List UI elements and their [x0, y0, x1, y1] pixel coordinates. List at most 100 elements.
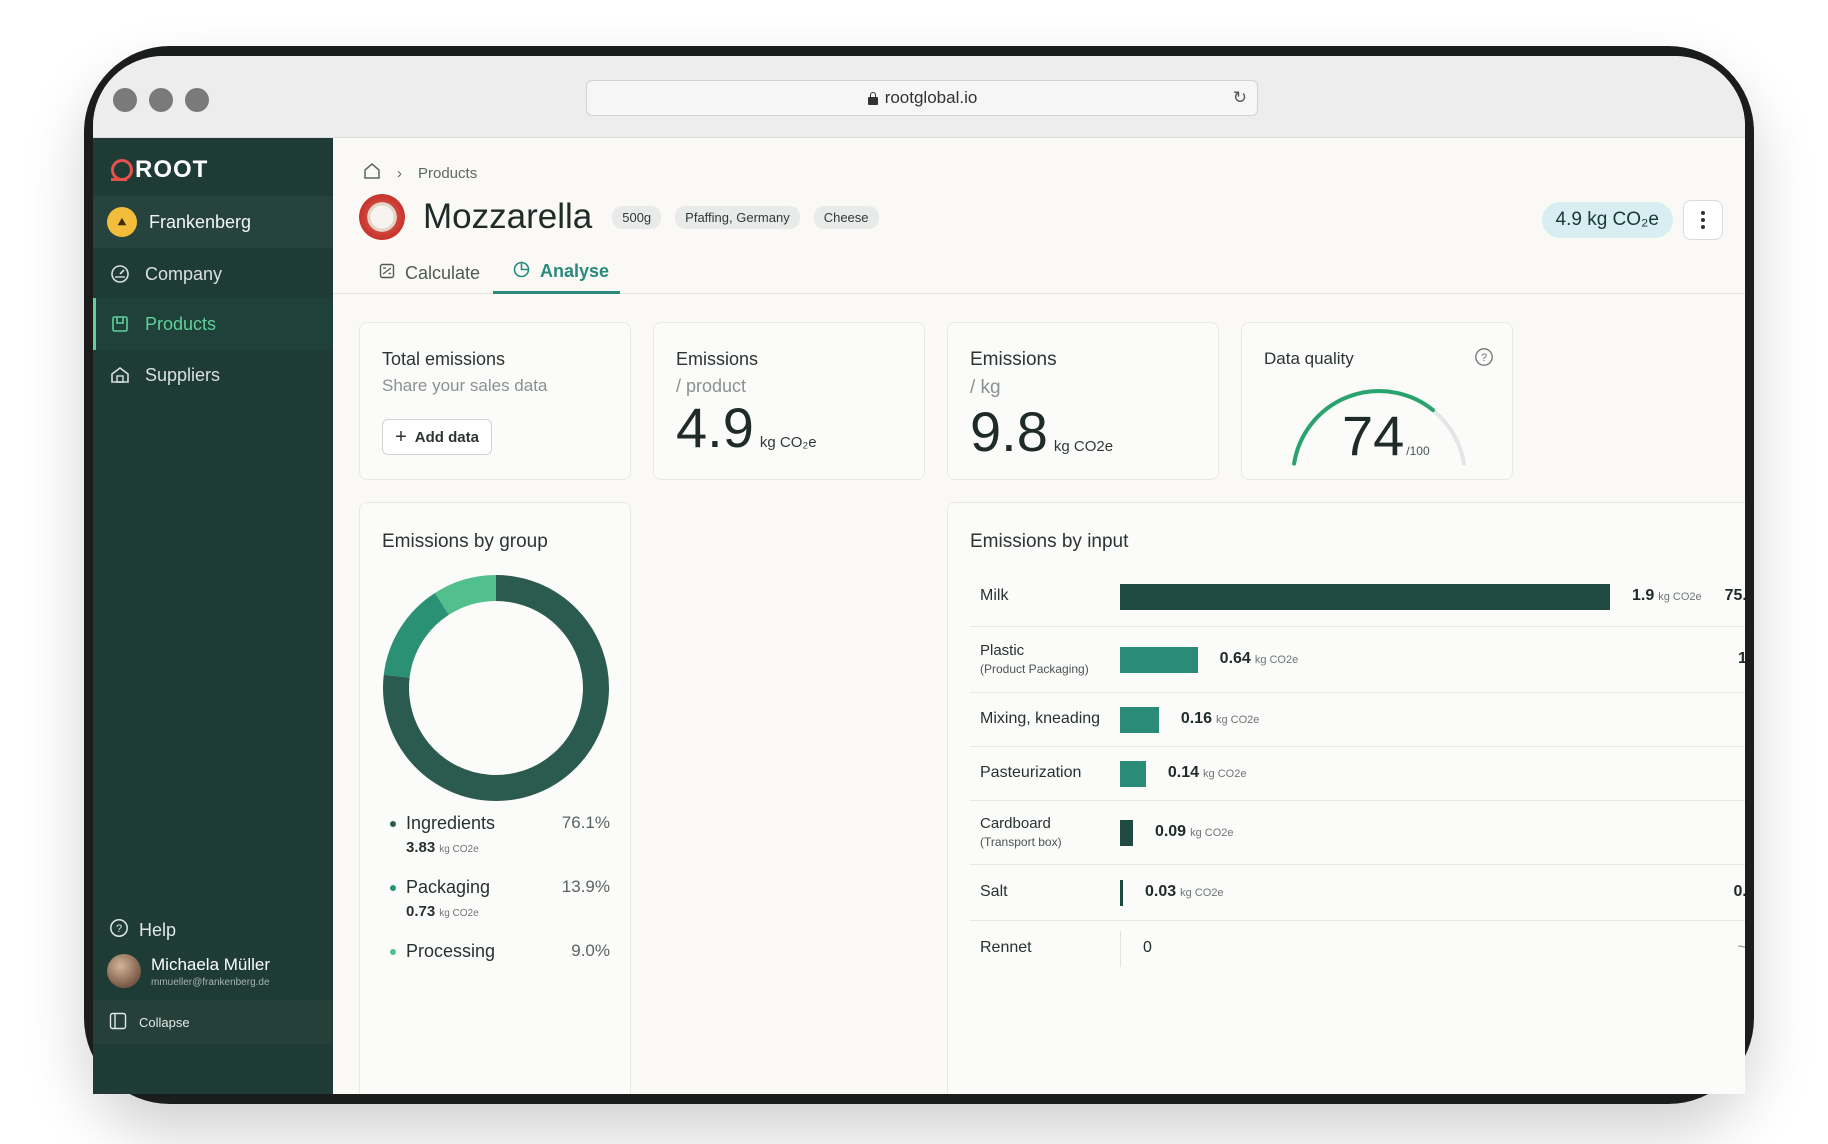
input-value: 1.9 kg CO2e: [1632, 587, 1702, 604]
sidebar: ROOT ⛰ Frankenberg Company Products Supp…: [93, 138, 333, 1094]
input-percent: 75.7%: [1724, 587, 1745, 604]
input-value: 0.03 kg CO2e: [1145, 883, 1224, 900]
input-label: Pasteurization: [980, 764, 1082, 781]
legend-value: 3.83 kg CO2e: [406, 839, 479, 856]
tab-analyse[interactable]: Analyse: [493, 252, 620, 294]
input-label: Milk: [980, 587, 1009, 604]
donut-slice-ingredients[interactable]: [383, 575, 609, 801]
org-switcher[interactable]: ⛰ Frankenberg: [93, 196, 333, 248]
donut-slice-processing[interactable]: [434, 575, 497, 616]
table-row[interactable]: Rennet 0 ~0%: [970, 921, 1745, 977]
help-icon: ?: [109, 918, 129, 943]
collapse-label: Collapse: [139, 1014, 190, 1030]
input-label: Plastic (Product Packaging): [980, 642, 1089, 676]
input-bar: [1120, 761, 1146, 787]
input-percent: 12%: [1737, 650, 1745, 667]
emissions-per-product-card: Emissions / product 4.9 kg CO₂e: [653, 322, 925, 480]
plus-icon: +: [395, 425, 407, 448]
sidebar-item-label: Suppliers: [145, 364, 221, 385]
add-data-button[interactable]: + Add data: [382, 419, 492, 455]
product-image: [359, 194, 405, 240]
legend-dot: [390, 821, 396, 827]
data-quality-card: Data quality ? 74 /100: [1241, 322, 1513, 480]
legend-name: Processing: [406, 941, 496, 961]
legend-percent: 13.9%: [561, 877, 610, 896]
tab-calculate[interactable]: Calculate: [359, 252, 500, 294]
help-link[interactable]: ? Help: [109, 918, 176, 943]
avatar: [107, 954, 141, 988]
donut-slice-packaging[interactable]: [383, 592, 450, 679]
tab-bar: Calculate Analyse: [333, 252, 1745, 294]
add-data-label: Add data: [414, 428, 479, 446]
unit-label: kg CO2e: [1053, 438, 1114, 455]
legend-dot: [390, 885, 396, 891]
total-emissions-card: Total emissions Share your sales data + …: [359, 322, 631, 480]
input-value: 0.64 kg CO2e: [1219, 650, 1299, 667]
breadcrumb: › Products: [363, 162, 477, 184]
tab-label: Analyse: [540, 261, 610, 281]
org-name: Frankenberg: [149, 211, 252, 232]
maximize-window-button[interactable]: [185, 88, 209, 112]
input-label: Cardboard (Transport box): [980, 815, 1062, 849]
reload-icon[interactable]: ↻: [1232, 88, 1247, 107]
sidebar-item-company[interactable]: Company: [93, 248, 333, 300]
emissions-per-kg-card: Emissions / kg 9.8 kg CO2e: [947, 322, 1219, 480]
more-options-button[interactable]: [1683, 200, 1723, 240]
root-logo[interactable]: ROOT: [111, 156, 208, 184]
input-bar: [1120, 707, 1159, 733]
help-label: Help: [139, 920, 177, 940]
warehouse-icon: [109, 364, 131, 386]
legend-percent: 9.0%: [571, 941, 610, 960]
input-label: Mixing, kneading: [980, 710, 1101, 727]
user-name: Michaela Müller: [151, 954, 271, 974]
question-circle-icon[interactable]: ?: [1474, 347, 1494, 372]
legend-name: Ingredients: [406, 813, 496, 833]
input-label: Rennet: [980, 939, 1032, 956]
input-value: 0: [1143, 939, 1152, 956]
org-avatar: ⛰: [107, 207, 137, 237]
tag-category: Cheese: [813, 205, 879, 229]
card-title: Emissions by input: [970, 531, 1129, 552]
emissions-by-input-card: Emissions by input Milk 1.9kg CO2e 75.7% Pl…: [947, 502, 1745, 1094]
card-subtitle: / product: [676, 376, 747, 396]
root-logo-icon: [111, 159, 133, 181]
browser-toolbar: rootglobal.io ↻: [93, 56, 1745, 138]
main-content: › Products Mozzarella 500g Pfaffing, Ger…: [333, 138, 1745, 1094]
quality-gauge: [1292, 389, 1466, 466]
url-text: rootglobal.io: [884, 88, 978, 107]
collapse-sidebar-button[interactable]: Collapse: [93, 1000, 333, 1044]
card-subtitle: / kg: [970, 377, 1001, 398]
legend-value: 0.73 kg CO2e: [406, 903, 479, 920]
product-header: Mozzarella 500g Pfaffing, Germany Cheese: [359, 194, 879, 240]
sidebar-item-products[interactable]: Products: [93, 298, 333, 350]
package-icon: [109, 313, 131, 335]
sidebar-collapse-icon: [109, 1012, 127, 1033]
card-subtitle: Share your sales data: [382, 376, 548, 395]
legend-name: Packaging: [406, 877, 491, 897]
co2-badge: 4.9 kg CO₂e: [1541, 202, 1673, 238]
minimize-window-button[interactable]: [149, 88, 173, 112]
close-window-button[interactable]: [113, 88, 137, 112]
app-window: rootglobal.io ↻ ROOT ⛰ Frankenberg Compa…: [93, 56, 1745, 1094]
user-profile[interactable]: Michaela Müller mmueller@frankenberg.de: [107, 954, 270, 988]
input-bar: [1120, 820, 1133, 846]
sidebar-item-label: Company: [145, 263, 223, 284]
table-row[interactable]: Milk 1.9kg CO2e 75.7%: [970, 567, 1745, 627]
emissions-by-group-card: Emissions by group Ingredients 76.1% 3.83 k…: [359, 502, 631, 1094]
tab-label: Calculate: [405, 262, 481, 283]
address-bar[interactable]: rootglobal.io ↻: [586, 80, 1258, 116]
tag-weight: 500g: [612, 205, 662, 229]
calculator-icon: [379, 263, 395, 284]
gauge-fill: [1292, 389, 1435, 466]
breadcrumb-products[interactable]: Products: [418, 164, 478, 182]
sidebar-item-suppliers[interactable]: Suppliers: [93, 349, 333, 401]
svg-text:?: ?: [116, 923, 122, 935]
legend-dot: [390, 949, 396, 955]
group-donut-chart: [383, 575, 609, 801]
home-icon[interactable]: [363, 162, 381, 184]
